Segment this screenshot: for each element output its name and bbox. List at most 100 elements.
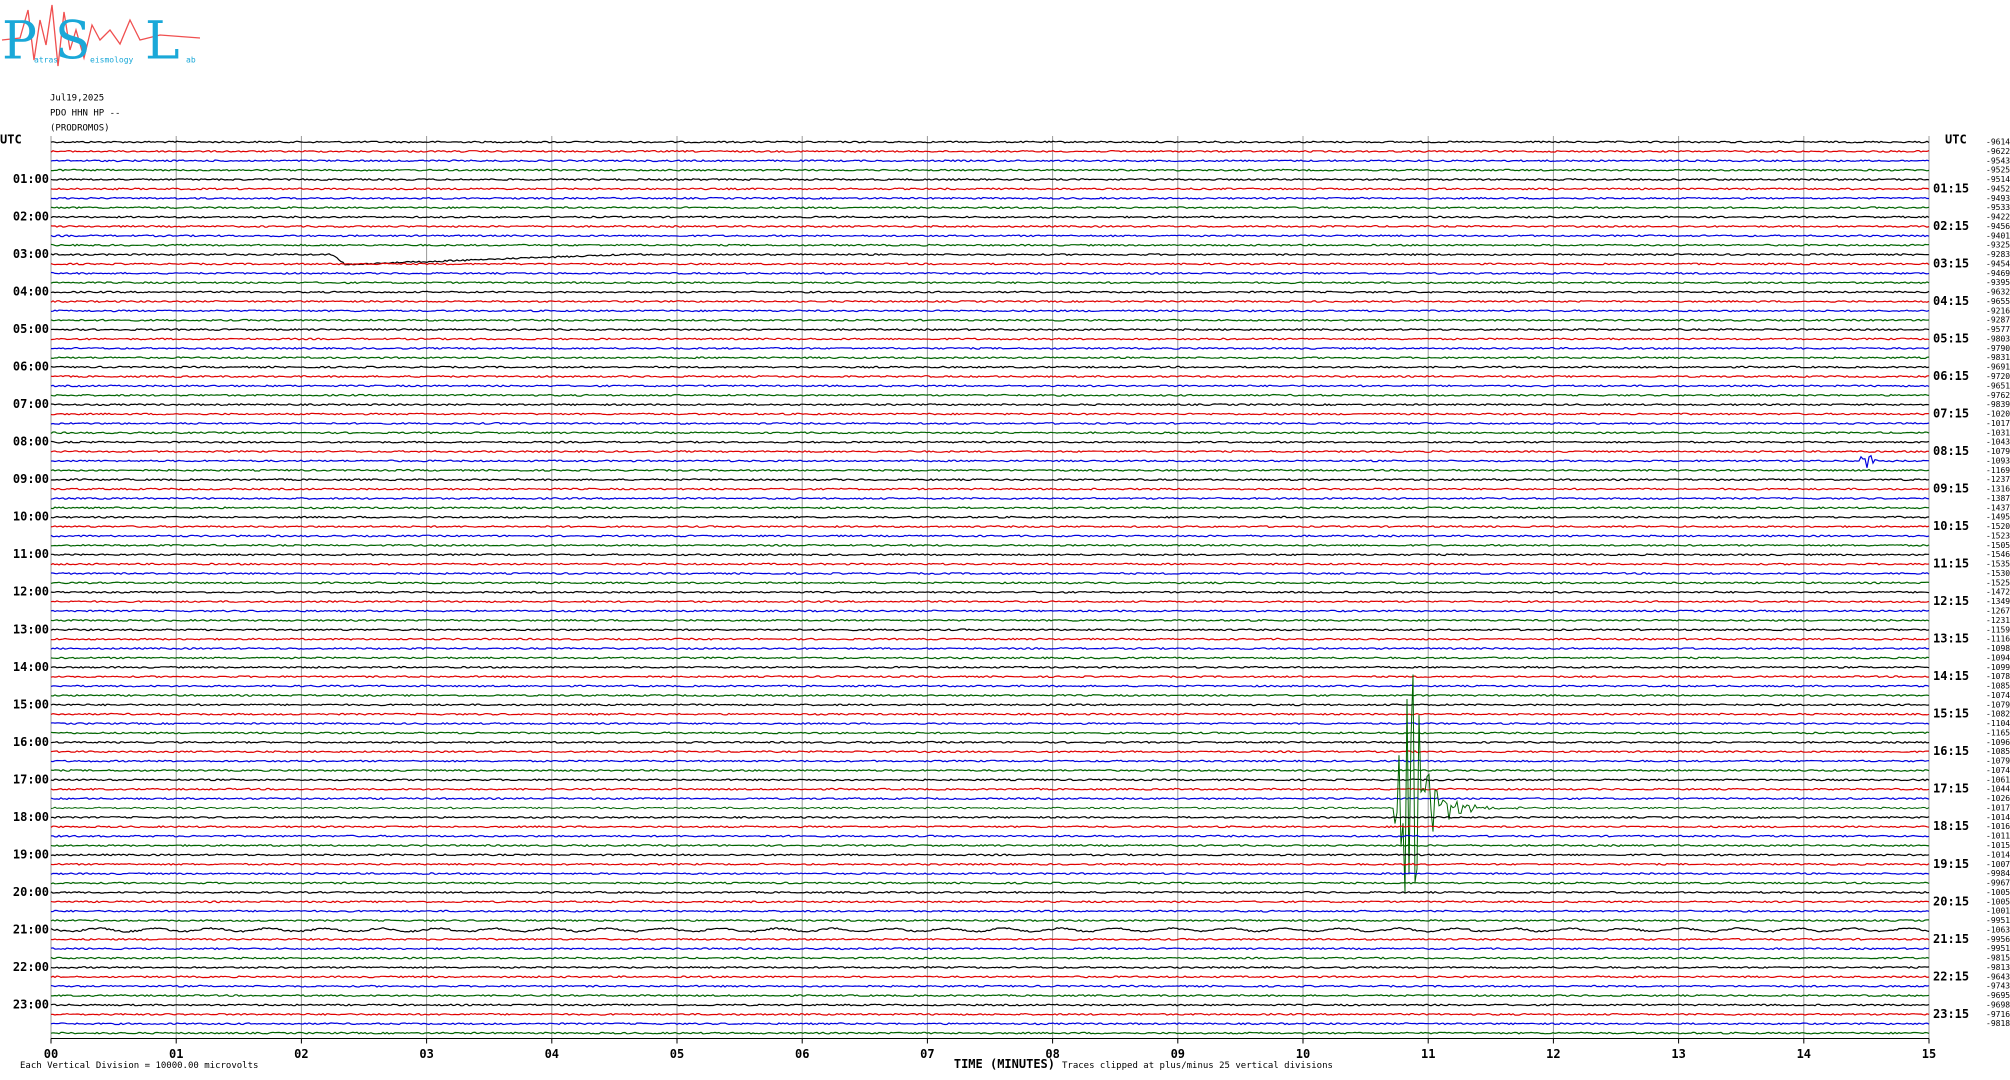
station: (PRODROMOS) xyxy=(50,124,110,134)
trace-offset: -9456 xyxy=(1986,222,2010,231)
trace-offset: -10998 xyxy=(1986,663,2010,672)
trace xyxy=(50,374,1930,379)
trace xyxy=(50,815,1930,819)
hour-label: 01:15 xyxy=(1933,181,1969,195)
logo-word: ab xyxy=(186,56,196,65)
trace xyxy=(50,862,1930,866)
trace xyxy=(50,403,1930,407)
trace-offset: -9525 xyxy=(1986,166,2010,175)
trace-offset: -15236 xyxy=(1986,531,2010,540)
trace-offset: -9967 xyxy=(1986,879,2010,888)
trace-offset: -12318 xyxy=(1986,616,2010,625)
trace-offset: -10639 xyxy=(1986,925,2010,934)
trace xyxy=(50,431,1930,435)
hour-label: 07:15 xyxy=(1933,407,1969,421)
trace-offset: -10946 xyxy=(1986,653,2010,662)
trace xyxy=(50,384,1930,388)
hour-label: 12:15 xyxy=(1933,594,1969,608)
trace xyxy=(50,159,1930,163)
hour-label: 17:15 xyxy=(1933,782,1969,796)
x-tick-label: 07 xyxy=(920,1047,934,1061)
trace xyxy=(50,618,1930,622)
trace-offset: -9216 xyxy=(1986,306,2010,315)
trace xyxy=(50,140,1930,144)
trace-offset: -10963 xyxy=(1986,738,2010,747)
trace xyxy=(50,187,1930,191)
hour-label: 19:15 xyxy=(1933,857,1969,871)
hour-label: 09:00 xyxy=(13,472,49,486)
logo-word: eismology xyxy=(90,56,134,65)
trace-offset: -12673 xyxy=(1986,607,2010,616)
trace-offset: -10790 xyxy=(1986,700,2010,709)
trace xyxy=(50,853,1930,857)
trace xyxy=(50,412,1930,416)
hour-label: 04:15 xyxy=(1933,294,1969,308)
trace xyxy=(50,281,1930,285)
trace xyxy=(50,926,1930,933)
trace xyxy=(50,206,1930,210)
trace-offset: -9803 xyxy=(1986,334,2010,343)
trace-offset: -9813 xyxy=(1986,963,2010,972)
trace xyxy=(50,562,1930,566)
hour-label: 20:15 xyxy=(1933,894,1969,908)
trace xyxy=(50,590,1930,594)
trace-offset: -9815 xyxy=(1986,954,2010,963)
trace-offset: -10054 xyxy=(1986,888,2010,897)
trace xyxy=(50,224,1930,228)
trace-offset: -10146 xyxy=(1986,850,2010,859)
trace xyxy=(50,909,1930,913)
trace xyxy=(50,881,1930,885)
trace xyxy=(50,646,1930,651)
trace-offset: -9493 xyxy=(1986,194,2010,203)
trace-offset: -11169 xyxy=(1986,635,2010,644)
trace-offset: -15464 xyxy=(1986,550,2010,559)
trace xyxy=(50,919,1930,923)
trace-offset: -10165 xyxy=(1986,822,2010,831)
scale-note: Each Vertical Division = 10000.00 microv… xyxy=(20,1061,258,1071)
x-tick-label: 04 xyxy=(545,1047,559,1061)
trace xyxy=(50,768,1930,773)
trace-offset: -9643 xyxy=(1986,972,2010,981)
trace xyxy=(50,872,1930,876)
trace xyxy=(50,703,1930,707)
trace xyxy=(51,168,1930,172)
trace-offset: -10935 xyxy=(1986,456,2010,465)
trace-offset: -9514 xyxy=(1986,175,2010,184)
date: Jul19,2025 xyxy=(50,94,104,104)
trace-offset: -9452 xyxy=(1986,184,2010,193)
trace xyxy=(50,421,1930,425)
trace-offset: -9469 xyxy=(1986,269,2010,278)
hour-label: 19:00 xyxy=(13,847,49,861)
trace xyxy=(50,843,1930,848)
trace xyxy=(50,731,1930,735)
logo: P S L atras eismology ab xyxy=(1,4,201,72)
hour-label: 09:15 xyxy=(1933,482,1969,496)
trace xyxy=(50,468,1930,472)
hour-label: 04:00 xyxy=(13,285,49,299)
x-tick-label: 15 xyxy=(1922,1047,1936,1061)
trace xyxy=(50,234,1930,238)
clip-note: Traces clipped at plus/minus 25 vertical… xyxy=(1062,1061,1333,1071)
trace-offset: -10157 xyxy=(1986,841,2010,850)
trace-offset: -10314 xyxy=(1986,428,2010,437)
trace-offset: -9614 xyxy=(1986,138,2010,147)
left-axis-label: UTC xyxy=(0,133,22,147)
trace-offset: -10075 xyxy=(1986,860,2010,869)
trace xyxy=(50,947,1930,951)
trace xyxy=(50,543,1930,547)
trace-offset: -10051 xyxy=(1986,897,2010,906)
x-tick-label: 01 xyxy=(169,1047,183,1061)
trace-offset: -11654 xyxy=(1986,728,2010,737)
trace-offset: -9695 xyxy=(1986,991,2010,1000)
trace-offset: -10825 xyxy=(1986,710,2010,719)
trace xyxy=(50,937,1930,941)
x-tick-label: 11 xyxy=(1421,1047,1435,1061)
trace-offset: -12378 xyxy=(1986,475,2010,484)
trace xyxy=(50,1003,1930,1007)
trace-offset: -9839 xyxy=(1986,400,2010,409)
hour-label: 20:00 xyxy=(13,885,49,899)
trace xyxy=(50,487,1930,491)
x-tick-label: 03 xyxy=(419,1047,433,1061)
trace xyxy=(50,243,1930,247)
